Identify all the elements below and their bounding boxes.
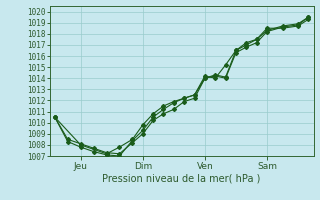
X-axis label: Pression niveau de la mer( hPa ): Pression niveau de la mer( hPa ) — [102, 173, 261, 183]
